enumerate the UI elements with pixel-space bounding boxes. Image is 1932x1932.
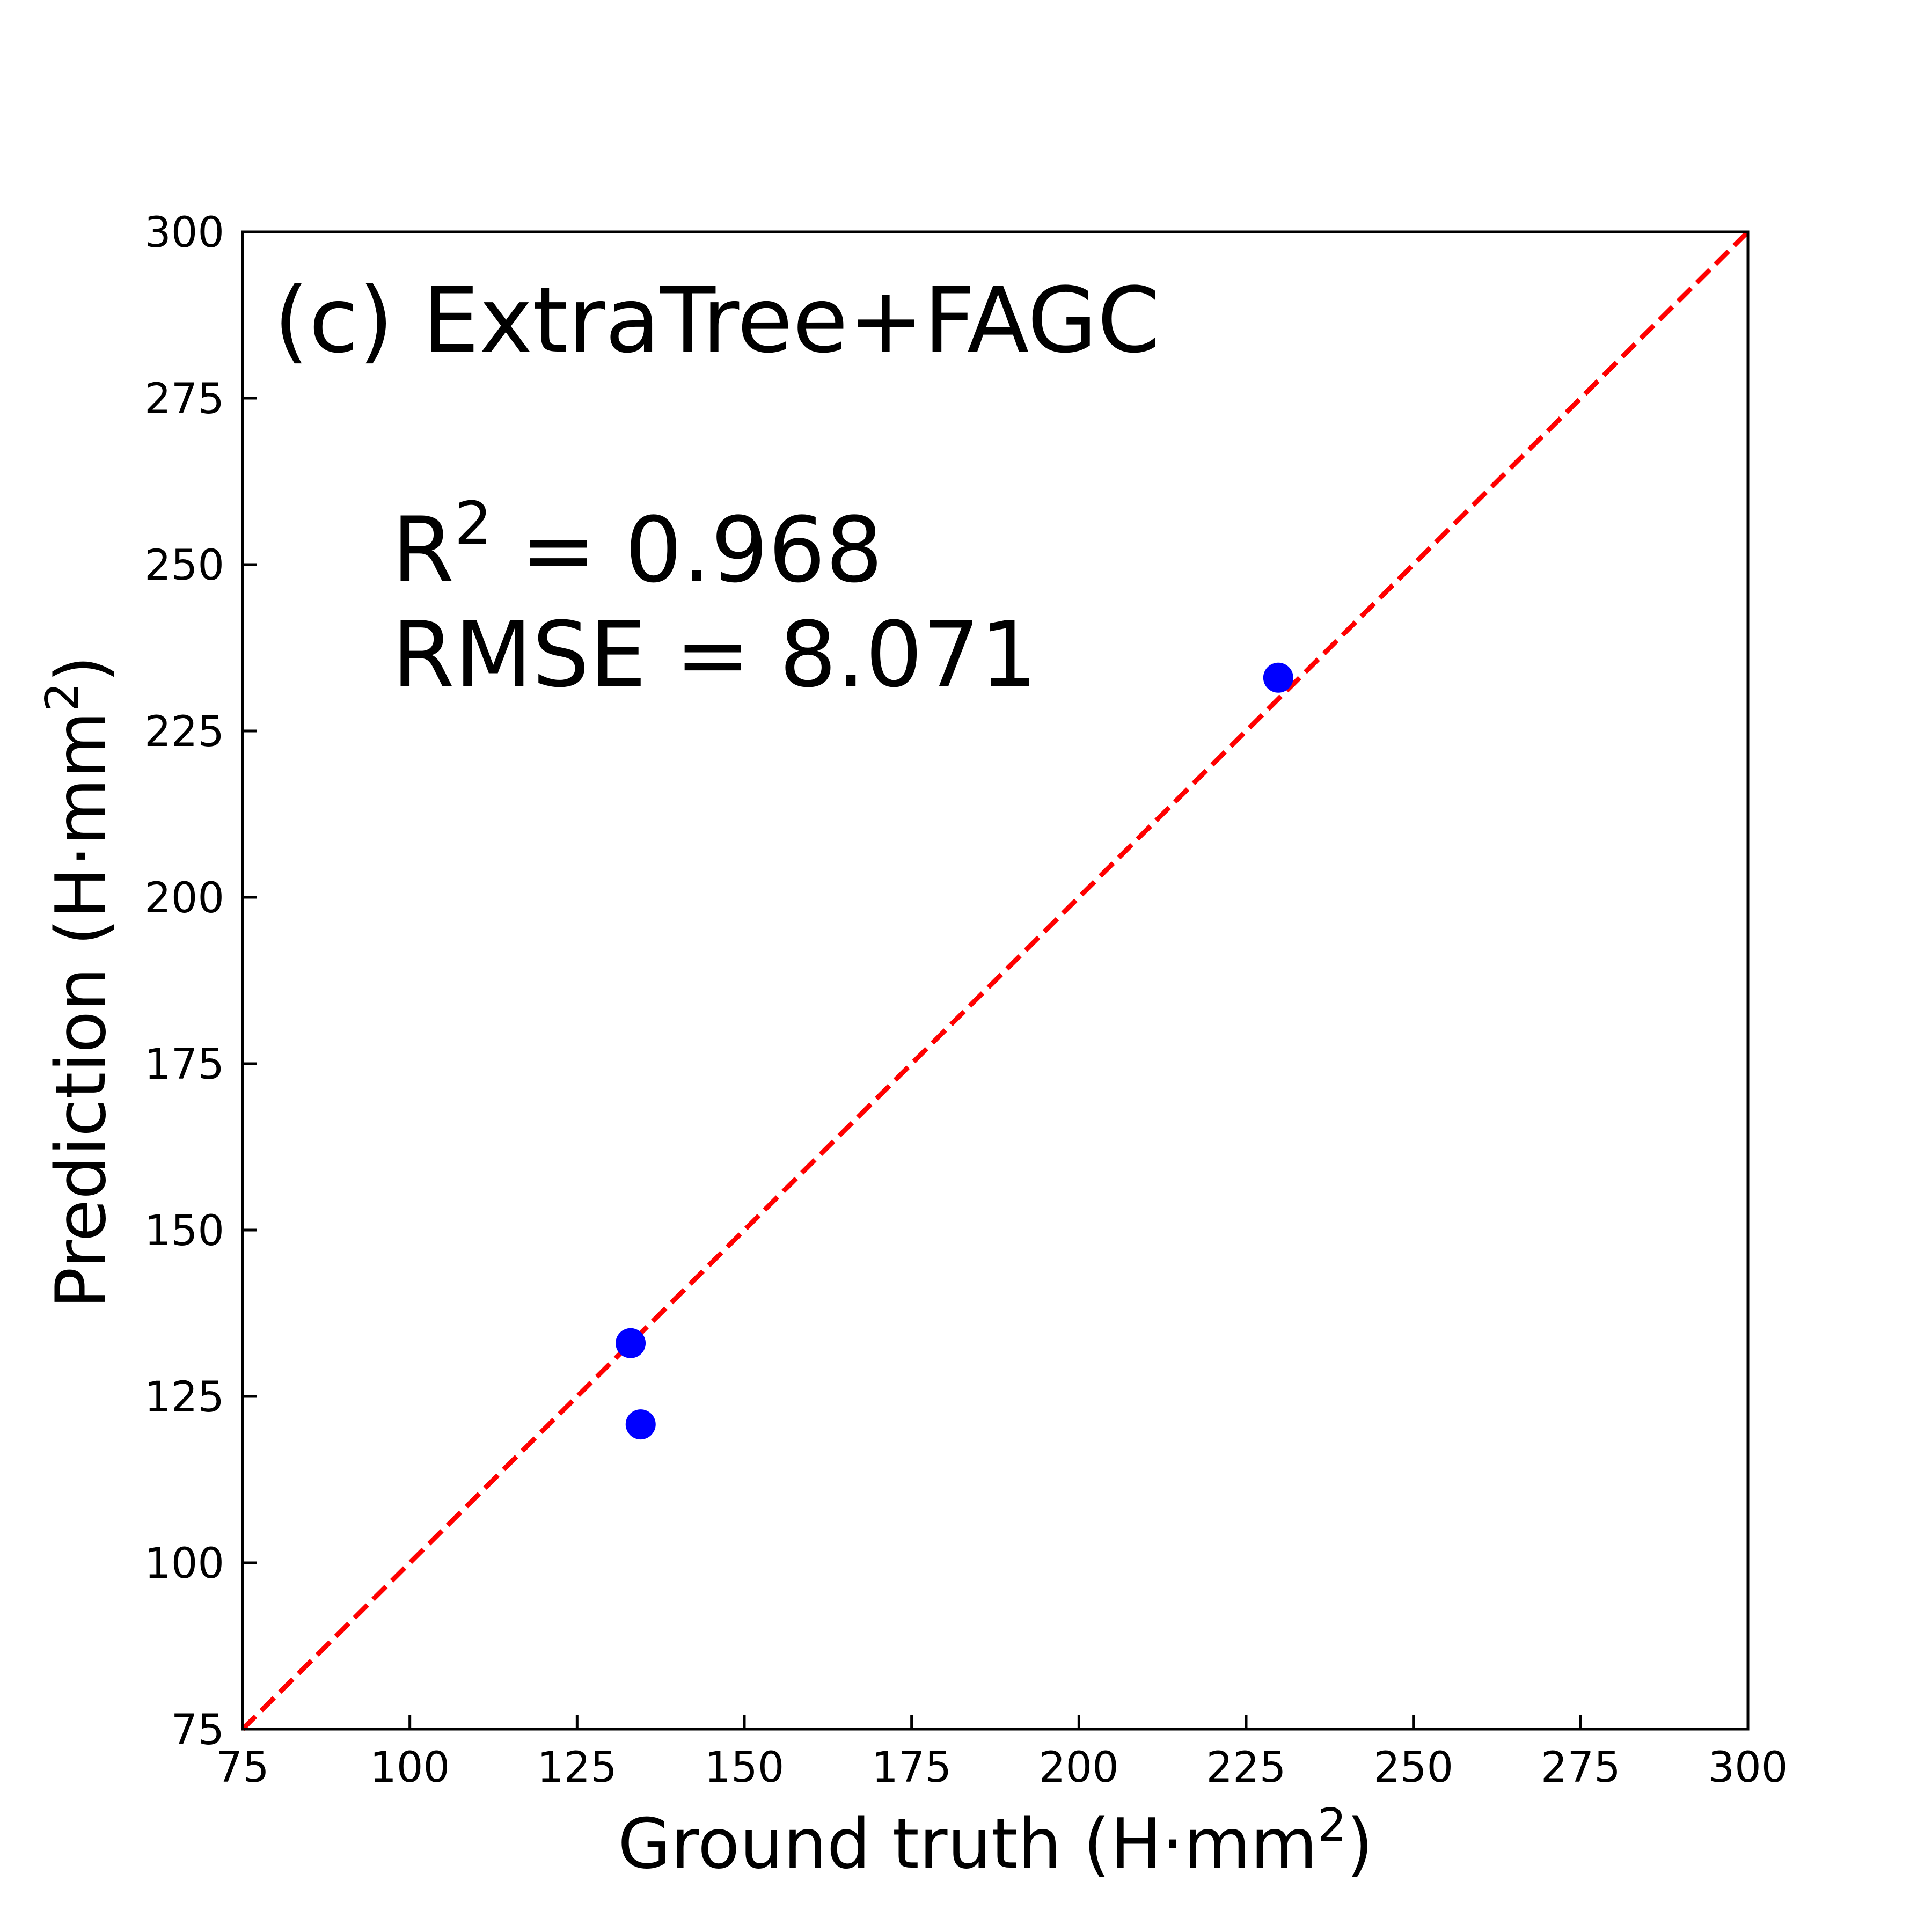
x-tick-label: 175 <box>872 1744 952 1792</box>
y-tick-label: 250 <box>144 541 224 590</box>
y-axis-label: Prediction (H·mm2) <box>36 656 121 1309</box>
y-tick-label: 150 <box>144 1207 224 1255</box>
reference-line <box>240 230 1750 1731</box>
x-axis-label-text: Ground truth (H·mm <box>618 1804 1318 1884</box>
y-tick-label: 175 <box>144 1041 224 1089</box>
r-squared-superscript: 2 <box>455 489 492 558</box>
r-squared-annotation: R2 = 0.968 <box>392 489 883 603</box>
r-squared-value: = 0.968 <box>492 497 883 603</box>
r-squared-symbol: R <box>392 497 455 603</box>
y-tick-label: 125 <box>144 1373 224 1422</box>
data-point <box>1263 662 1293 693</box>
y-tick-label: 300 <box>144 209 224 257</box>
panel-title: (c) ExtraTree+FAGC <box>274 268 1160 373</box>
y-tick-label: 100 <box>144 1540 224 1588</box>
axes: 75 100 125 150 175 200 225 250 275 300 75 100 125 150… <box>144 209 1788 1792</box>
x-tick-label: 75 <box>216 1744 269 1792</box>
y-tick-label: 200 <box>144 874 224 923</box>
x-tick-label: 200 <box>1039 1744 1119 1792</box>
y-tick-label: 75 <box>171 1706 224 1754</box>
data-point <box>625 1409 656 1440</box>
x-tick-label: 250 <box>1373 1744 1453 1792</box>
x-tick-label: 100 <box>370 1744 450 1792</box>
y-axis-label-superscript: 2 <box>36 683 89 712</box>
x-axis-label-superscript: 2 <box>1318 1799 1346 1852</box>
x-axis-label: Ground truth (H·mm2) <box>618 1799 1373 1884</box>
rmse-annotation: RMSE = 8.071 <box>392 602 1037 707</box>
plot-frame <box>241 230 1750 1731</box>
x-tick-label: 150 <box>705 1744 785 1792</box>
x-tick-label: 225 <box>1206 1744 1286 1792</box>
x-tick-label: 300 <box>1708 1744 1788 1792</box>
y-axis-label-close: ) <box>41 656 121 683</box>
y-tick-label: 225 <box>144 708 224 756</box>
x-tick-label: 275 <box>1541 1744 1621 1792</box>
y-tick-label: 275 <box>144 375 224 423</box>
x-tick-label: 125 <box>537 1744 617 1792</box>
data-point <box>616 1328 646 1358</box>
y-axis-label-text: Prediction (H·mm <box>41 712 121 1309</box>
plot-area <box>240 230 1750 1731</box>
x-axis-label-close: ) <box>1346 1804 1373 1884</box>
